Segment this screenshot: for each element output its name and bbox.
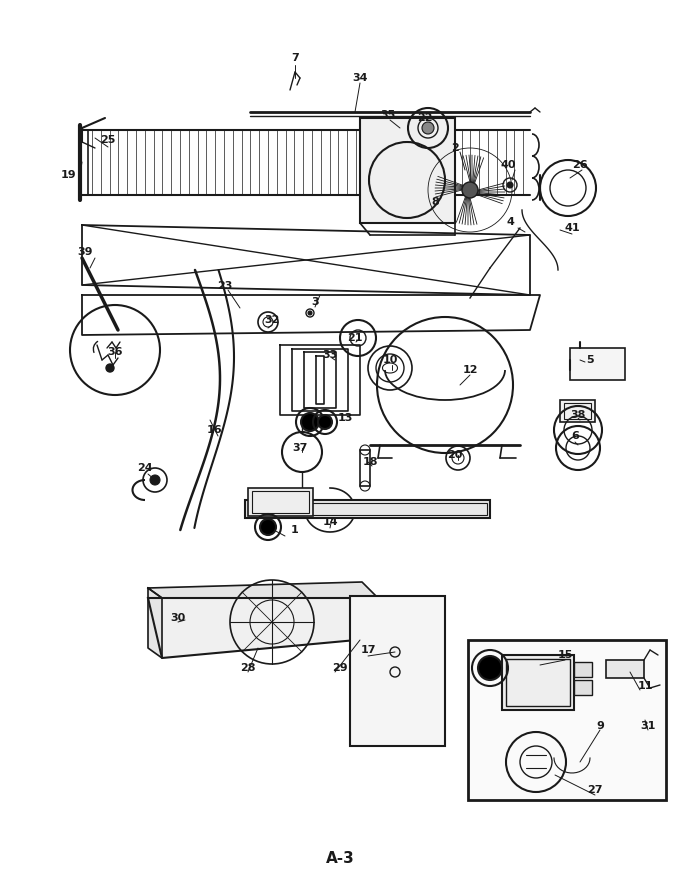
Circle shape	[301, 413, 319, 431]
Polygon shape	[82, 295, 540, 335]
Text: 24: 24	[137, 463, 153, 473]
Circle shape	[478, 656, 502, 680]
Text: 7: 7	[291, 53, 299, 63]
Text: 20: 20	[447, 450, 462, 460]
Circle shape	[308, 311, 312, 315]
Polygon shape	[82, 225, 530, 295]
Text: 39: 39	[78, 247, 92, 257]
Bar	[606, 660, 644, 678]
Text: 25: 25	[101, 135, 116, 145]
Circle shape	[507, 182, 513, 188]
Bar	[574, 662, 592, 677]
Text: 34: 34	[352, 73, 368, 83]
Text: 40: 40	[500, 160, 515, 170]
Text: 11: 11	[637, 681, 653, 691]
Bar	[570, 348, 625, 380]
Text: 12: 12	[462, 365, 478, 375]
Bar	[360, 450, 370, 486]
Bar	[350, 596, 445, 746]
Bar	[560, 400, 595, 422]
Bar	[245, 500, 490, 518]
Bar	[252, 491, 309, 513]
Text: 38: 38	[571, 410, 585, 420]
Bar	[506, 659, 570, 706]
Bar	[248, 488, 313, 516]
Text: 19: 19	[61, 170, 75, 180]
Text: 30: 30	[171, 613, 186, 623]
Text: 21: 21	[347, 333, 362, 343]
Text: 31: 31	[641, 721, 656, 731]
Text: 9: 9	[596, 721, 604, 731]
Text: 36: 36	[107, 347, 123, 357]
Text: 23: 23	[218, 281, 233, 291]
Text: 27: 27	[588, 785, 602, 795]
Text: 37: 37	[292, 443, 307, 453]
Polygon shape	[148, 582, 378, 598]
Text: A-3: A-3	[326, 851, 354, 865]
Text: 18: 18	[362, 457, 378, 467]
Circle shape	[260, 519, 276, 535]
Circle shape	[106, 364, 114, 372]
Text: 6: 6	[571, 431, 579, 441]
Text: 4: 4	[506, 217, 514, 227]
Text: 2: 2	[451, 143, 459, 153]
Bar	[502, 655, 574, 710]
Text: 35: 35	[380, 110, 396, 120]
Text: 17: 17	[360, 645, 376, 655]
Text: 3: 3	[311, 297, 319, 307]
Text: 22: 22	[418, 113, 432, 123]
Bar	[248, 503, 487, 515]
Text: 5: 5	[586, 355, 594, 365]
Text: 14: 14	[322, 517, 338, 527]
Text: 8: 8	[431, 197, 439, 207]
Circle shape	[318, 415, 332, 429]
Text: 32: 32	[265, 315, 279, 325]
Text: 28: 28	[240, 663, 256, 673]
Bar	[468, 640, 666, 800]
Bar	[564, 403, 591, 419]
Text: 26: 26	[572, 160, 588, 170]
Text: 29: 29	[333, 663, 347, 673]
Text: 13: 13	[337, 413, 353, 423]
Circle shape	[462, 182, 478, 198]
Polygon shape	[148, 598, 378, 658]
Circle shape	[150, 475, 160, 485]
Text: 33: 33	[322, 350, 338, 360]
Text: 15: 15	[558, 650, 573, 660]
Text: 1: 1	[291, 525, 299, 535]
Polygon shape	[148, 588, 162, 658]
Text: 16: 16	[207, 425, 223, 435]
Circle shape	[422, 122, 434, 134]
Bar	[360, 118, 455, 223]
Text: 41: 41	[564, 223, 580, 233]
Bar	[574, 680, 592, 695]
Text: 10: 10	[382, 355, 398, 365]
